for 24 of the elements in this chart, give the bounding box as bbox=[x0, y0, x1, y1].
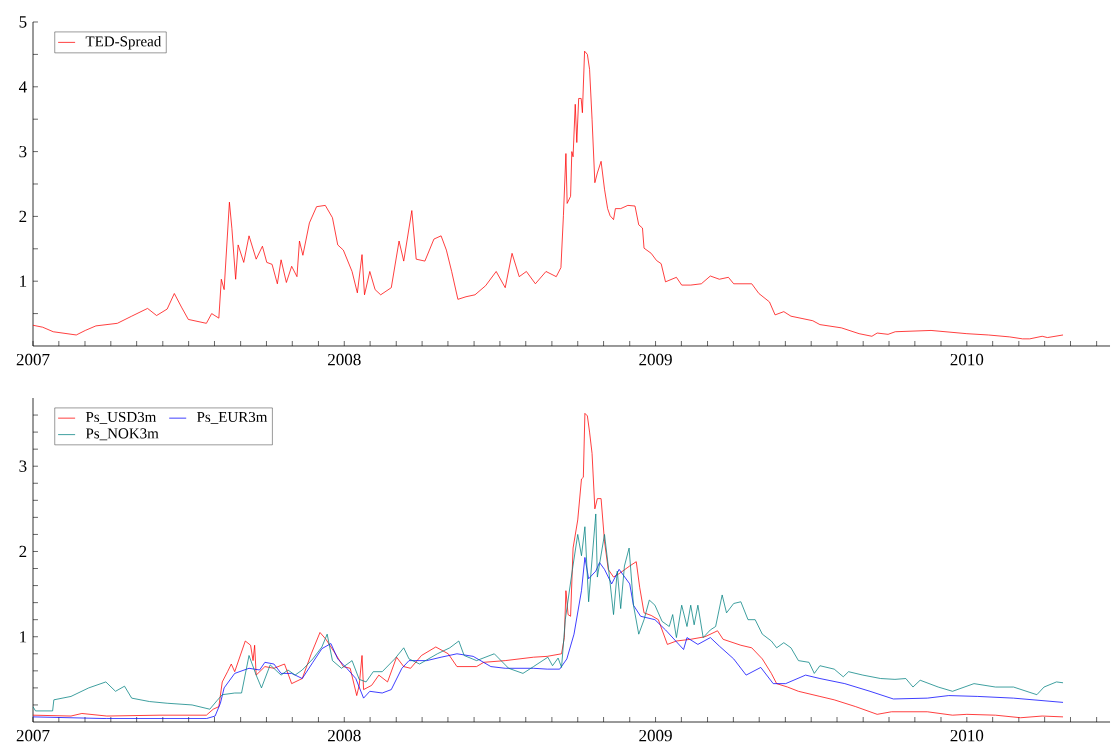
y-tick-label: 2 bbox=[19, 545, 27, 558]
x-tick-label: 2010 bbox=[950, 353, 984, 366]
y-tick-label: 1 bbox=[20, 275, 27, 287]
y-tick-label: 3 bbox=[19, 145, 27, 158]
y-tick-label: 3 bbox=[19, 460, 27, 472]
y-tick-label: 1 bbox=[20, 631, 27, 643]
legend-label: Ps_NOK3m bbox=[85, 428, 159, 441]
x-tick-label: 2010 bbox=[950, 729, 984, 742]
line-series bbox=[33, 557, 1064, 719]
line-series bbox=[33, 412, 1064, 719]
y-tick-label: 2 bbox=[19, 210, 27, 223]
legend-label: TED-Spread bbox=[85, 35, 162, 50]
x-tick-label: 2009 bbox=[639, 729, 672, 742]
x-tick-label: 2008 bbox=[328, 353, 361, 366]
line-series bbox=[33, 50, 1064, 340]
legend-label: Ps_EUR3m bbox=[197, 411, 268, 424]
y-tick-label: 4 bbox=[18, 81, 27, 93]
line-series bbox=[33, 513, 1064, 712]
x-tick-label: 2007 bbox=[16, 729, 50, 742]
x-tick-label: 2009 bbox=[639, 353, 672, 366]
x-tick-label: 2008 bbox=[328, 729, 361, 742]
legend-label: Ps_USD3m bbox=[85, 411, 157, 424]
x-tick-label: 2007 bbox=[16, 353, 50, 366]
y-tick-label: 5 bbox=[19, 16, 27, 28]
